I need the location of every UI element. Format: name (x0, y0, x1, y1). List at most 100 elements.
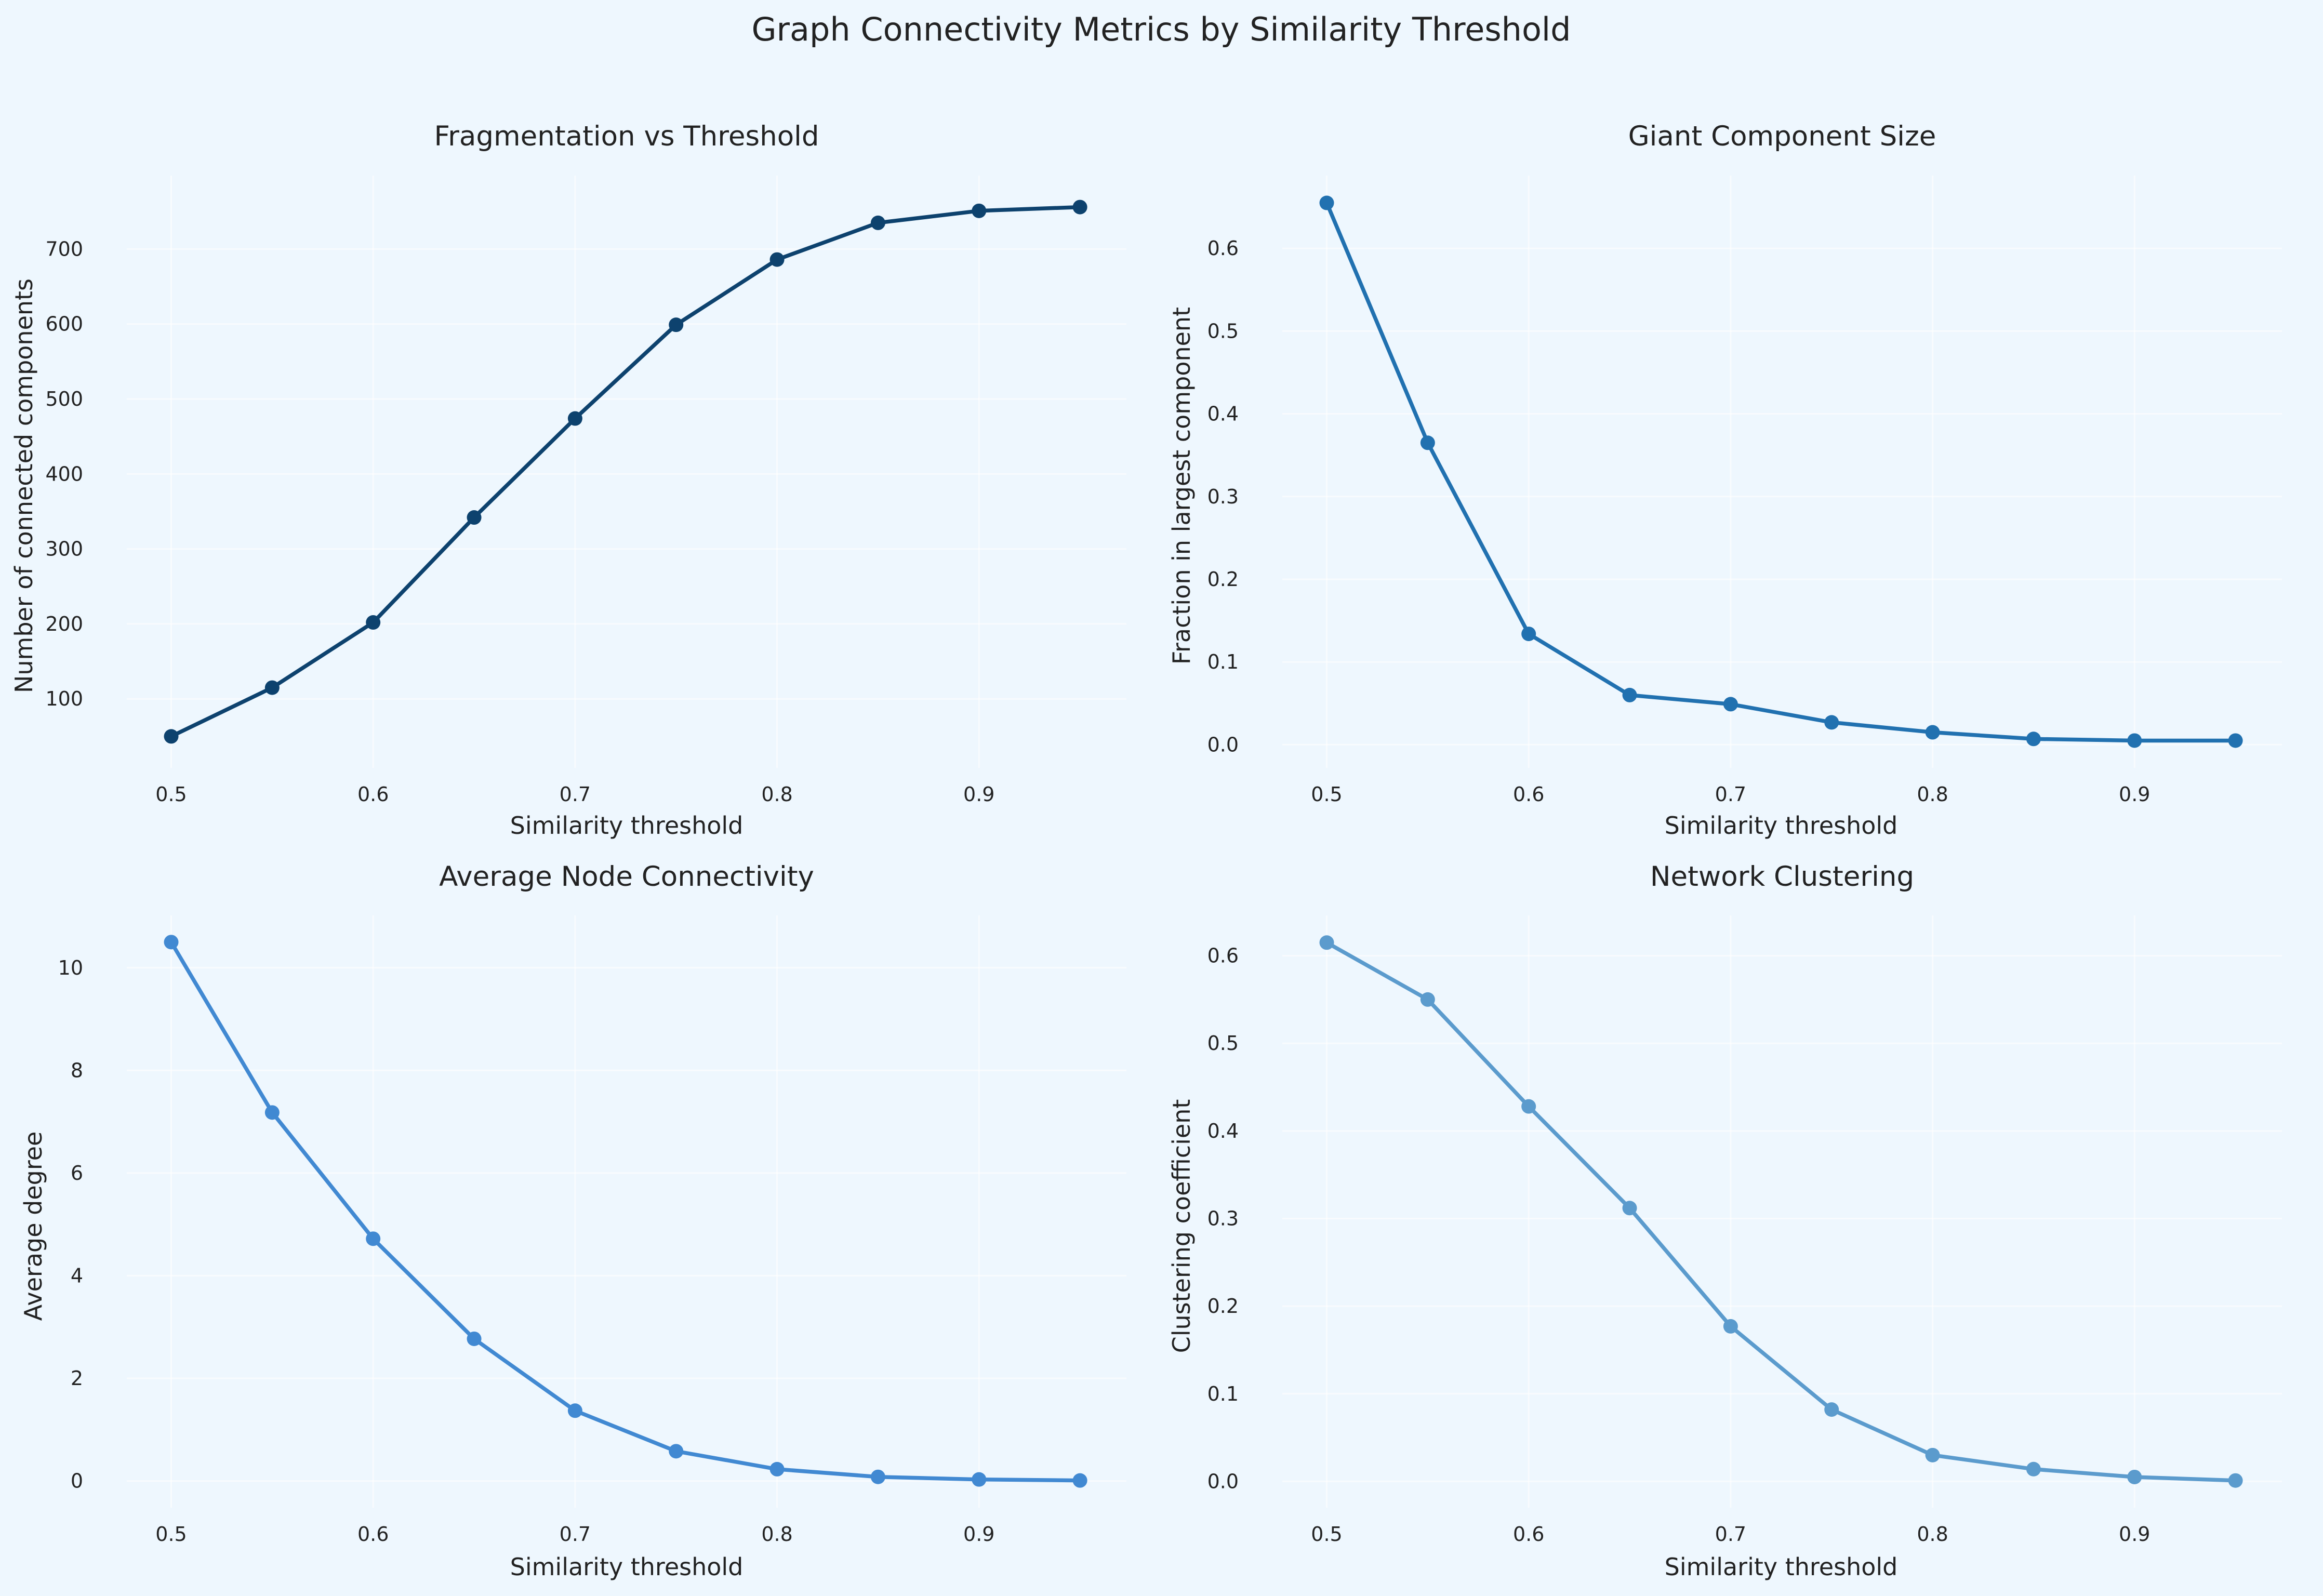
data-point (366, 615, 381, 630)
data-point (1622, 687, 1637, 702)
y-tick-label: 0.5 (1207, 1032, 1239, 1055)
data-point (669, 317, 684, 332)
grid-layer (127, 915, 1126, 1508)
data-point (264, 1105, 280, 1120)
y-tick-labels: 0.0 0.1 0.2 0.3 0.4 0.5 0.6 (1207, 237, 1239, 756)
y-tick-label: 0 (71, 1470, 83, 1493)
y-tick-label: 0.6 (1207, 237, 1239, 260)
y-tick-label: 8 (71, 1059, 83, 1082)
panel-giant-component: Giant Component Size 0.5 0.6 0.7 0.8 0.9 0.0… (1167, 121, 2282, 840)
x-tick-label: 0.6 (1513, 783, 1544, 806)
data-point (2026, 1461, 2041, 1477)
data-point (2127, 1469, 2142, 1484)
x-tick-label: 0.5 (1311, 783, 1342, 806)
panel-title: Network Clustering (1650, 861, 1914, 893)
y-tick-label: 0.6 (1207, 945, 1239, 967)
x-tick-label: 0.7 (560, 1523, 591, 1546)
grid-layer (1282, 176, 2282, 768)
data-point (1723, 1319, 1738, 1334)
series-layer (1319, 195, 2243, 748)
data-point (264, 680, 280, 695)
series-layer (164, 200, 1087, 744)
x-tick-labels: 0.5 0.6 0.7 0.8 0.9 (155, 783, 994, 806)
y-axis-label: Fraction in largest component (1167, 307, 1196, 664)
data-point (1824, 1402, 1839, 1417)
data-point (1925, 725, 1940, 740)
panel-clustering: Network Clustering 0.5 0.6 0.7 0.8 0.9 0.00.… (1167, 861, 2282, 1581)
panel-title: Giant Component Size (1628, 121, 1936, 152)
series-line (169, 940, 1082, 1483)
x-tick-label: 0.5 (155, 1523, 187, 1546)
y-tick-label: 10 (58, 956, 83, 979)
data-point (2026, 732, 2041, 747)
y-tick-label: 0.4 (1207, 403, 1239, 425)
y-axis-label: Number of connected components (10, 278, 38, 693)
x-tick-label: 0.8 (1917, 783, 1948, 806)
data-point (1319, 195, 1334, 210)
series-layer (1319, 935, 2243, 1488)
y-tick-label: 400 (45, 462, 83, 485)
y-tick-label: 0.3 (1207, 485, 1239, 508)
y-tick-label: 100 (45, 687, 83, 710)
x-tick-label: 0.7 (1715, 783, 1746, 806)
data-point (972, 1472, 987, 1487)
data-point (2228, 1473, 2243, 1488)
data-point (1622, 1201, 1637, 1216)
data-point (1925, 1447, 1940, 1462)
series-line (1324, 201, 2238, 743)
data-point (1072, 1473, 1087, 1488)
x-tick-label: 0.6 (357, 1523, 389, 1546)
x-tick-label: 0.6 (357, 783, 389, 806)
data-point (467, 1331, 482, 1346)
data-point (1521, 627, 1536, 642)
y-tick-label: 0.1 (1207, 650, 1239, 673)
y-tick-label: 0.1 (1207, 1382, 1239, 1405)
panel-fragmentation: Fragmentation vs Threshold 0.5 0.6 0.7 0.8 0… (10, 121, 1126, 840)
data-point (972, 203, 987, 218)
y-axis-label: Clustering coefficient (1167, 1099, 1196, 1353)
x-axis-label: Similarity threshold (510, 1553, 744, 1581)
y-tick-label: 4 (71, 1264, 83, 1287)
y-tick-label: 0.2 (1207, 568, 1239, 591)
y-tick-label: 2 (71, 1367, 83, 1390)
panel-title: Fragmentation vs Threshold (434, 121, 819, 152)
figure-title: Graph Connectivity Metrics by Similarity… (751, 10, 1571, 48)
data-point (1420, 992, 1435, 1007)
x-tick-labels: 0.5 0.6 0.7 0.8 0.9 (1311, 783, 2150, 806)
data-point (1319, 935, 1334, 950)
x-tick-label: 0.8 (1917, 1523, 1948, 1546)
series-line (169, 205, 1082, 739)
data-point (1521, 1099, 1536, 1114)
y-tick-label: 0.5 (1207, 320, 1239, 342)
data-point (366, 1231, 381, 1246)
y-tick-label: 0.3 (1207, 1207, 1239, 1230)
series-layer (164, 935, 1087, 1488)
data-point (567, 411, 582, 426)
data-point (870, 1469, 885, 1484)
y-tick-label: 500 (45, 388, 83, 410)
x-tick-label: 0.5 (155, 783, 187, 806)
y-tick-labels: 100 200 300 400 500 600 700 (45, 237, 83, 710)
y-tick-label: 0.0 (1207, 733, 1239, 756)
x-tick-label: 0.7 (560, 783, 591, 806)
data-point (2228, 733, 2243, 748)
x-tick-label: 0.9 (2119, 783, 2150, 806)
x-axis-label: Similarity threshold (1665, 1553, 1898, 1581)
data-point (2127, 733, 2142, 748)
data-point (769, 252, 785, 267)
x-tick-label: 0.9 (963, 783, 994, 806)
y-tick-label: 0.4 (1207, 1120, 1239, 1142)
x-tick-label: 0.8 (761, 1523, 792, 1546)
data-point (1072, 200, 1087, 215)
y-tick-label: 700 (45, 237, 83, 260)
x-tick-label: 0.9 (2119, 1523, 2150, 1546)
panel-title: Average Node Connectivity (439, 861, 814, 893)
data-point (1420, 435, 1435, 450)
grid-layer (1282, 915, 2282, 1508)
x-tick-labels: 0.5 0.6 0.7 0.8 0.9 (155, 1523, 994, 1546)
series-line (1324, 940, 2238, 1483)
x-axis-label: Similarity threshold (1665, 812, 1898, 840)
panel-average-degree: Average Node Connectivity 0.5 0.6 0.7 0.8 0.… (19, 861, 1126, 1581)
data-point (769, 1461, 785, 1477)
